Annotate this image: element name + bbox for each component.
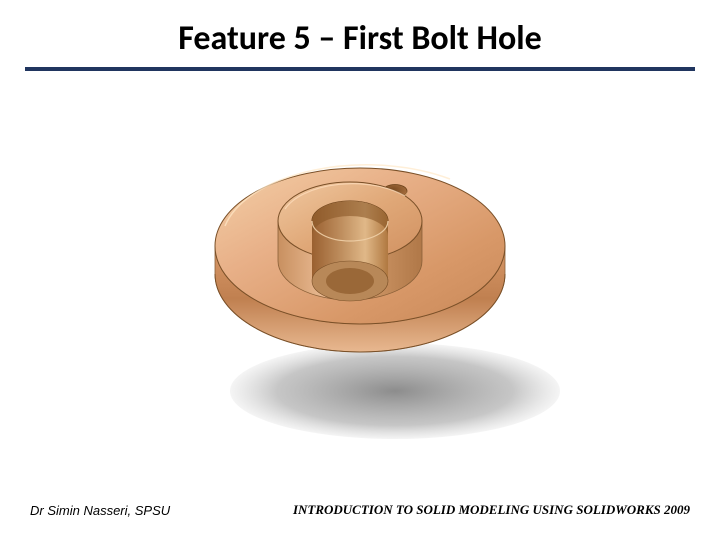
- footer-course-title: INTRODUCTION TO SOLID MODELING USING SOL…: [293, 502, 690, 518]
- model-illustration-area: [0, 71, 720, 471]
- slide-title: Feature 5 – First Bolt Hole: [0, 0, 720, 67]
- footer-author: Dr Simin Nasseri, SPSU: [30, 503, 170, 518]
- flange-model-svg: [140, 81, 580, 461]
- ground-shadow: [230, 343, 560, 439]
